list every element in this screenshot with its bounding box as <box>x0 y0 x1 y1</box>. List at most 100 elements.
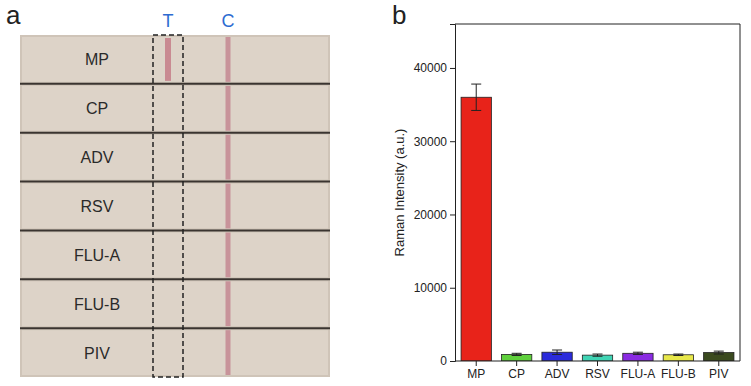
x-tick-label: ADV <box>545 367 570 381</box>
x-tick-label: FLU-A <box>621 367 656 381</box>
strip <box>22 135 328 180</box>
strip-label: PIV <box>84 345 110 362</box>
strip-background <box>20 35 330 377</box>
strip-label: ADV <box>81 149 114 166</box>
y-axis-title: Raman Intensity (a.u.) <box>392 129 407 257</box>
y-axis-line <box>450 25 456 362</box>
strip-separator <box>20 229 330 231</box>
strip-label: FLU-A <box>74 247 121 264</box>
strip <box>22 281 328 326</box>
y-tick: 10000 <box>414 281 455 295</box>
y-tick-label: 0 <box>440 354 447 368</box>
x-tick-label: MP <box>467 367 485 381</box>
x-tick-mark <box>718 361 719 366</box>
x-tick-label: RSV <box>585 367 610 381</box>
strip-separator <box>20 83 330 85</box>
x-tick: CP <box>508 361 525 381</box>
bar <box>623 353 653 361</box>
error-bar-cap <box>471 84 481 85</box>
error-bar <box>552 350 562 354</box>
y-tick-mark <box>450 141 455 142</box>
x-tick: PIV <box>709 361 728 381</box>
y-tick-label: 30000 <box>414 135 448 149</box>
strip-label: MP <box>85 51 109 68</box>
error-bar-cap <box>633 352 643 353</box>
error-bar <box>593 354 603 356</box>
control-line <box>226 232 231 277</box>
error-bar-cap <box>471 110 481 111</box>
strip-separator <box>20 132 330 134</box>
strip <box>22 330 328 375</box>
strip <box>22 37 328 82</box>
error-bar-stem <box>476 84 477 110</box>
error-bar-cap <box>512 353 522 354</box>
strip-label: CP <box>86 100 108 117</box>
error-bar <box>633 352 643 354</box>
y-tick: 40000 <box>414 61 455 75</box>
strip <box>22 232 328 277</box>
y-tick-label: 20000 <box>414 208 448 222</box>
bar <box>582 355 612 361</box>
frame-top <box>455 24 740 25</box>
strip <box>22 86 328 131</box>
x-tick-label: PIV <box>709 367 728 381</box>
frame-right <box>740 24 741 361</box>
y-tick-mark <box>450 214 455 215</box>
line-label: C <box>222 11 235 31</box>
x-tick: RSV <box>585 361 610 381</box>
bar <box>501 354 531 361</box>
error-bar <box>673 354 683 355</box>
control-line <box>226 184 231 229</box>
strip-separator <box>20 278 330 280</box>
x-tick-mark <box>516 361 517 366</box>
y-tick: 0 <box>440 354 455 368</box>
strip-label: FLU-B <box>74 296 120 313</box>
test-line <box>165 38 171 81</box>
y-tick-mark <box>450 68 455 69</box>
error-bar-cap <box>593 356 603 357</box>
error-bar-cap <box>552 350 562 351</box>
strip-panel: MPCPADVRSVFLU-AFLU-BPIVTC <box>20 11 330 377</box>
control-line <box>226 37 231 82</box>
error-bar-cap <box>633 354 643 355</box>
bar <box>704 353 734 361</box>
strip <box>22 184 328 229</box>
y-axis: 0 10000 20000 30000 40000 <box>414 25 456 369</box>
x-tick: MP <box>467 361 485 381</box>
error-bar-cap <box>593 354 603 355</box>
error-bar <box>714 351 724 354</box>
error-bar-cap <box>714 354 724 355</box>
panel-label: b <box>392 0 406 30</box>
control-line <box>226 330 231 375</box>
y-tick-mark <box>450 361 455 362</box>
panel-label: a <box>6 0 21 30</box>
x-tick-mark <box>557 361 558 366</box>
x-tick: FLU-B <box>661 361 696 381</box>
control-line <box>226 281 231 326</box>
x-tick-mark <box>637 361 638 366</box>
error-bar-cap <box>552 354 562 355</box>
error-bar-cap <box>673 355 683 356</box>
error-bar-cap <box>714 351 724 352</box>
x-tick-mark <box>476 361 477 366</box>
test-zone-box <box>153 35 183 377</box>
plot-marks <box>461 84 734 361</box>
y-tick: 20000 <box>414 208 455 222</box>
y-tick-mark <box>450 288 455 289</box>
bar <box>663 355 693 361</box>
y-tick-label: 40000 <box>414 61 448 75</box>
error-bar-stem <box>557 350 558 354</box>
error-bar-cap <box>673 354 683 355</box>
strip-separator <box>20 327 330 329</box>
x-tick: FLU-A <box>621 361 656 381</box>
strip-separator <box>20 181 330 183</box>
line-label: T <box>163 11 174 31</box>
figure: a b MP CP ADV RSV FLU-A FLU-B PIV T C 0 10000 20000 30… <box>0 0 751 386</box>
error-bar <box>471 84 481 110</box>
x-tick-mark <box>678 361 679 366</box>
x-axis: MP CP ADV RSV FLU-A FLU-B PIV <box>455 361 740 381</box>
y-tick: 30000 <box>414 135 455 149</box>
error-bar-cap <box>512 355 522 356</box>
x-tick-label: FLU-B <box>661 367 696 381</box>
control-line <box>226 135 231 180</box>
